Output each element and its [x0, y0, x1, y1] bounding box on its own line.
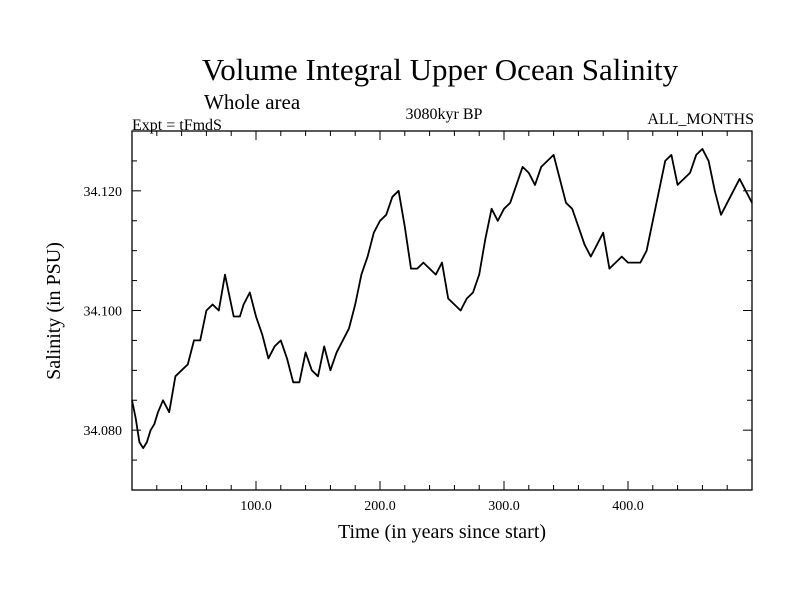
period-label: 3080kyr BP [405, 106, 483, 123]
months-label: ALL_MONTHS [647, 111, 754, 128]
axis-tick-labels: 100.0 200.0 300.0 400.0 34.080 34.100 34.120 [84, 185, 644, 514]
salinity-series-line [131, 147, 753, 450]
x-axis-label: Time (in years since start) [338, 521, 546, 543]
x-tick-label: 400.0 [612, 499, 644, 514]
plot-frame [131, 130, 753, 491]
y-tick-label: 34.080 [84, 424, 123, 439]
y-tick-label: 34.120 [84, 185, 123, 200]
x-tick-label: 200.0 [364, 499, 396, 514]
experiment-label: Expt = tFmdS [132, 117, 222, 134]
chart-subtitle: Whole area [204, 90, 301, 114]
y-tick-label: 34.100 [84, 305, 123, 320]
chart-title: Volume Integral Upper Ocean Salinity [201, 52, 679, 87]
x-tick-label: 300.0 [488, 499, 520, 514]
x-tick-label: 100.0 [240, 499, 272, 514]
axis-ticks [132, 131, 752, 490]
y-axis-label: Salinity (in PSU) [43, 242, 65, 380]
